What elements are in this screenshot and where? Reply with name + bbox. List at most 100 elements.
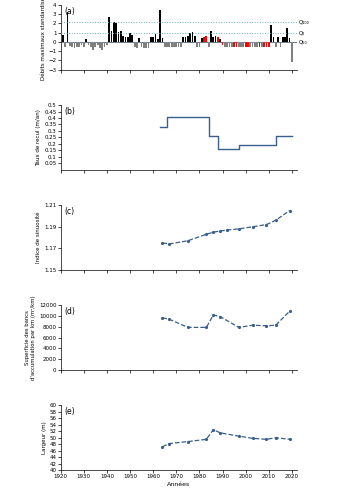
Bar — [164, 42, 165, 48]
Bar — [90, 42, 92, 48]
Bar — [279, 42, 281, 48]
Bar — [266, 42, 267, 46]
Bar — [71, 42, 73, 48]
Text: (d): (d) — [64, 307, 75, 316]
Bar — [67, 12, 68, 42]
Bar — [134, 42, 135, 48]
Bar — [106, 42, 108, 44]
Bar — [74, 42, 75, 48]
Bar — [206, 36, 207, 42]
Bar — [196, 42, 198, 48]
Bar — [203, 38, 205, 42]
Bar — [120, 31, 122, 42]
Text: Q₅₀: Q₅₀ — [299, 40, 308, 44]
Bar — [62, 36, 64, 42]
Bar — [263, 42, 265, 46]
Bar — [273, 38, 274, 42]
Bar — [217, 38, 219, 42]
Bar — [92, 42, 94, 50]
Bar — [157, 39, 159, 42]
Bar — [222, 42, 223, 44]
Text: (a): (a) — [64, 7, 75, 16]
Bar — [201, 38, 203, 42]
Bar — [155, 34, 156, 42]
Bar — [76, 42, 78, 48]
Text: (e): (e) — [64, 408, 75, 416]
Bar — [238, 42, 240, 48]
Bar — [131, 36, 133, 42]
Bar — [180, 42, 182, 48]
Bar — [210, 31, 212, 42]
Bar — [166, 42, 168, 48]
Bar — [224, 42, 226, 48]
Bar — [104, 42, 105, 48]
Bar — [208, 42, 210, 48]
Y-axis label: Superficie des bancs
d'accumulation par km (m²/km): Superficie des bancs d'accumulation par … — [25, 296, 36, 380]
Bar — [101, 42, 103, 50]
Bar — [83, 42, 85, 46]
Bar — [159, 10, 161, 42]
Y-axis label: Taux de recul (m/an): Taux de recul (m/an) — [36, 109, 41, 166]
Bar — [171, 42, 173, 48]
Bar — [88, 42, 89, 44]
Bar — [139, 38, 140, 42]
Bar — [219, 39, 221, 42]
Bar — [240, 42, 242, 48]
Bar — [277, 38, 279, 42]
Bar — [115, 24, 117, 42]
Bar — [289, 38, 290, 42]
Bar — [136, 42, 138, 48]
Y-axis label: Largeur (m): Largeur (m) — [42, 422, 47, 454]
Bar — [194, 36, 196, 42]
Bar — [226, 42, 228, 48]
Bar — [127, 38, 129, 42]
Bar — [185, 38, 186, 42]
Bar — [228, 42, 231, 48]
Bar — [148, 42, 149, 48]
Bar — [249, 42, 251, 48]
Bar — [94, 42, 96, 48]
Text: (c): (c) — [64, 207, 74, 216]
Bar — [198, 42, 200, 48]
Bar — [129, 32, 131, 42]
Bar — [233, 42, 235, 46]
Bar — [152, 38, 154, 42]
Bar — [259, 42, 261, 46]
Text: (b): (b) — [64, 107, 75, 116]
Bar — [113, 22, 115, 42]
Bar — [256, 42, 258, 48]
Bar — [268, 42, 270, 46]
Bar — [122, 36, 124, 42]
Bar — [150, 38, 152, 42]
Bar — [284, 38, 286, 42]
Bar — [189, 32, 191, 42]
Bar — [247, 42, 249, 46]
Bar — [111, 31, 113, 42]
Bar — [270, 26, 272, 42]
Bar — [118, 32, 119, 42]
Bar — [215, 36, 216, 42]
X-axis label: Années: Années — [167, 482, 190, 487]
Bar — [64, 42, 66, 46]
Bar — [243, 42, 244, 48]
Y-axis label: Débits maximaux standardisés: Débits maximaux standardisés — [40, 0, 45, 80]
Bar — [99, 42, 101, 48]
Bar — [81, 42, 82, 44]
Bar — [69, 42, 71, 45]
Bar — [291, 42, 293, 62]
Bar — [85, 39, 87, 42]
Bar — [275, 42, 277, 48]
Bar — [125, 38, 126, 42]
Bar — [212, 38, 214, 42]
Y-axis label: Indice de sinuosité: Indice de sinuosité — [36, 212, 41, 263]
Bar — [168, 42, 170, 48]
Bar — [176, 42, 177, 48]
Bar — [192, 32, 193, 42]
Bar — [261, 42, 263, 48]
Bar — [182, 38, 184, 42]
Bar — [252, 42, 253, 48]
Bar — [236, 42, 237, 46]
Text: Q₂: Q₂ — [299, 30, 305, 35]
Bar — [145, 42, 147, 48]
Bar — [178, 42, 180, 48]
